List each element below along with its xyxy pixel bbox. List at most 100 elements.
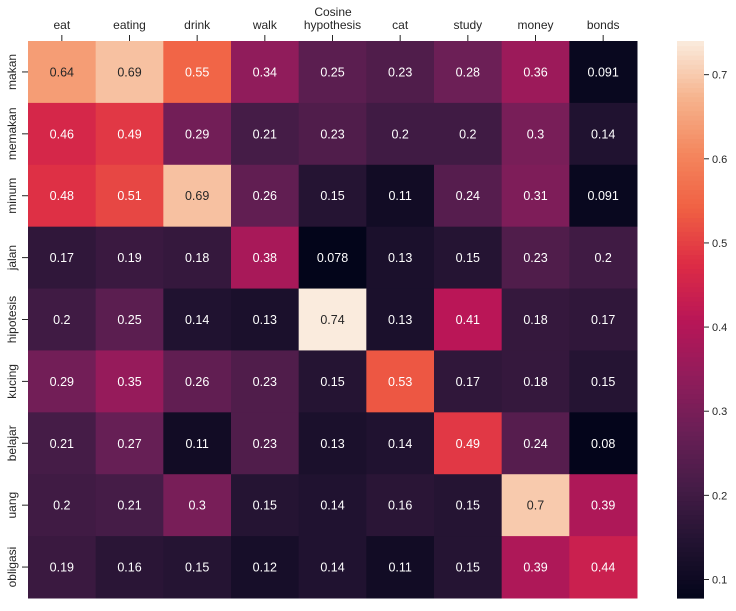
colorbar-segment xyxy=(677,361,704,367)
cell-annotation: 0.15 xyxy=(253,499,277,513)
colorbar-segment xyxy=(677,124,704,130)
y-tick-label: memakan xyxy=(5,107,19,160)
cell-annotation: 0.69 xyxy=(185,189,209,203)
colorbar-segment xyxy=(677,147,704,153)
cell-annotation: 0.23 xyxy=(388,65,412,79)
cell-annotation: 0.49 xyxy=(117,127,141,141)
colorbar-segment xyxy=(677,68,704,75)
heatmap-cell xyxy=(163,536,232,599)
cell-annotation: 0.7 xyxy=(527,499,544,513)
colorbar-segment xyxy=(677,92,704,98)
x-tick-label: drink xyxy=(184,18,211,32)
colorbar-segment xyxy=(677,198,704,205)
colorbar-segment xyxy=(677,64,704,70)
heatmap-cell xyxy=(366,164,435,228)
colorbar-segment xyxy=(677,551,704,557)
cell-annotation: 0.2 xyxy=(459,127,476,141)
cell-annotation: 0.16 xyxy=(388,499,412,513)
heatmap-cell xyxy=(298,102,367,166)
colorbar-segment xyxy=(677,509,704,516)
x-tick-label: money xyxy=(517,18,553,32)
cell-annotation: 0.2 xyxy=(594,251,611,265)
cell-annotation: 0.3 xyxy=(527,127,544,141)
cell-annotation: 0.34 xyxy=(253,65,277,79)
y-tick-label: kucing xyxy=(5,364,19,399)
colorbar-segment xyxy=(677,384,704,390)
cell-annotation: 0.23 xyxy=(253,375,277,389)
colorbar-segment xyxy=(677,263,704,270)
colorbar-segment xyxy=(677,273,704,279)
heatmap-cell xyxy=(569,350,638,413)
colorbar-segment xyxy=(677,305,704,311)
colorbar-segment xyxy=(677,565,704,571)
colorbar-segment xyxy=(677,166,704,172)
colorbar-segment xyxy=(677,328,704,335)
heatmap-cell xyxy=(163,474,232,537)
colorbar-segment xyxy=(677,268,704,274)
cell-annotation: 0.44 xyxy=(591,561,615,575)
cell-annotation: 0.46 xyxy=(50,127,74,141)
heatmap-cell xyxy=(163,41,232,104)
colorbar-tick-label: 0.3 xyxy=(712,406,727,418)
cell-annotation: 0.18 xyxy=(523,313,547,327)
heatmap-cell xyxy=(569,412,638,475)
heatmap-cell xyxy=(434,102,503,166)
cell-annotation: 0.12 xyxy=(253,561,277,575)
cell-annotation: 0.64 xyxy=(50,65,74,79)
heatmap-cell xyxy=(231,164,300,228)
colorbar-segment xyxy=(677,421,704,427)
heatmap-cell xyxy=(28,41,97,104)
y-tick-label: jalan xyxy=(5,245,19,271)
heatmap-cell xyxy=(95,474,164,537)
colorbar-segment xyxy=(677,161,704,167)
heatmap-cell xyxy=(28,226,97,290)
y-tick-label: makan xyxy=(5,54,19,90)
cell-annotation: 0.18 xyxy=(185,251,209,265)
cell-annotation: 0.26 xyxy=(185,375,209,389)
x-tick-label: hypothesis xyxy=(304,18,361,32)
colorbar-segment xyxy=(677,226,704,232)
cell-annotation: 0.28 xyxy=(456,65,480,79)
cell-annotation: 0.25 xyxy=(117,313,141,327)
cell-annotation: 0.091 xyxy=(588,65,619,79)
heatmap-cell xyxy=(434,226,503,290)
heatmap-cell xyxy=(95,288,164,351)
colorbar-segment xyxy=(677,430,704,437)
colorbar-segment xyxy=(677,584,704,590)
colorbar-segment xyxy=(677,338,704,344)
cell-annotation: 0.078 xyxy=(317,251,348,265)
colorbar-segment xyxy=(677,259,704,265)
heatmap-cell xyxy=(501,102,570,166)
heatmap-cell xyxy=(298,288,367,351)
cell-annotation: 0.21 xyxy=(50,437,74,451)
y-tick-label: belajar xyxy=(5,425,19,461)
heatmap-cell xyxy=(95,164,164,228)
colorbar-segment xyxy=(677,101,704,107)
colorbar-segment xyxy=(677,157,704,163)
cell-annotation: 0.11 xyxy=(185,437,208,451)
colorbar-segment xyxy=(677,542,704,548)
heatmap-cell xyxy=(434,536,503,599)
colorbar-segment xyxy=(677,245,704,251)
colorbar-segment xyxy=(677,579,704,585)
colorbar-segment xyxy=(677,152,704,158)
colorbar-segment xyxy=(677,347,704,353)
colorbar-segment xyxy=(677,449,704,455)
colorbar-segment xyxy=(677,41,704,47)
colorbar-segment xyxy=(677,533,704,539)
colorbar-tick-label: 0.2 xyxy=(712,490,727,502)
heatmap-cell xyxy=(569,164,638,228)
heatmap-cell xyxy=(163,350,232,413)
x-tick-label: eating xyxy=(113,18,146,32)
cell-annotation: 0.36 xyxy=(523,65,547,79)
colorbar-segment xyxy=(677,208,704,214)
cell-annotation: 0.39 xyxy=(591,499,615,513)
colorbar-segment xyxy=(677,287,704,293)
heatmap-cell xyxy=(501,41,570,104)
cell-annotation: 0.38 xyxy=(253,251,277,265)
colorbar-segment xyxy=(677,50,704,56)
cell-annotation: 0.13 xyxy=(320,437,344,451)
colorbar-segment xyxy=(677,212,704,218)
cell-annotation: 0.29 xyxy=(185,127,209,141)
